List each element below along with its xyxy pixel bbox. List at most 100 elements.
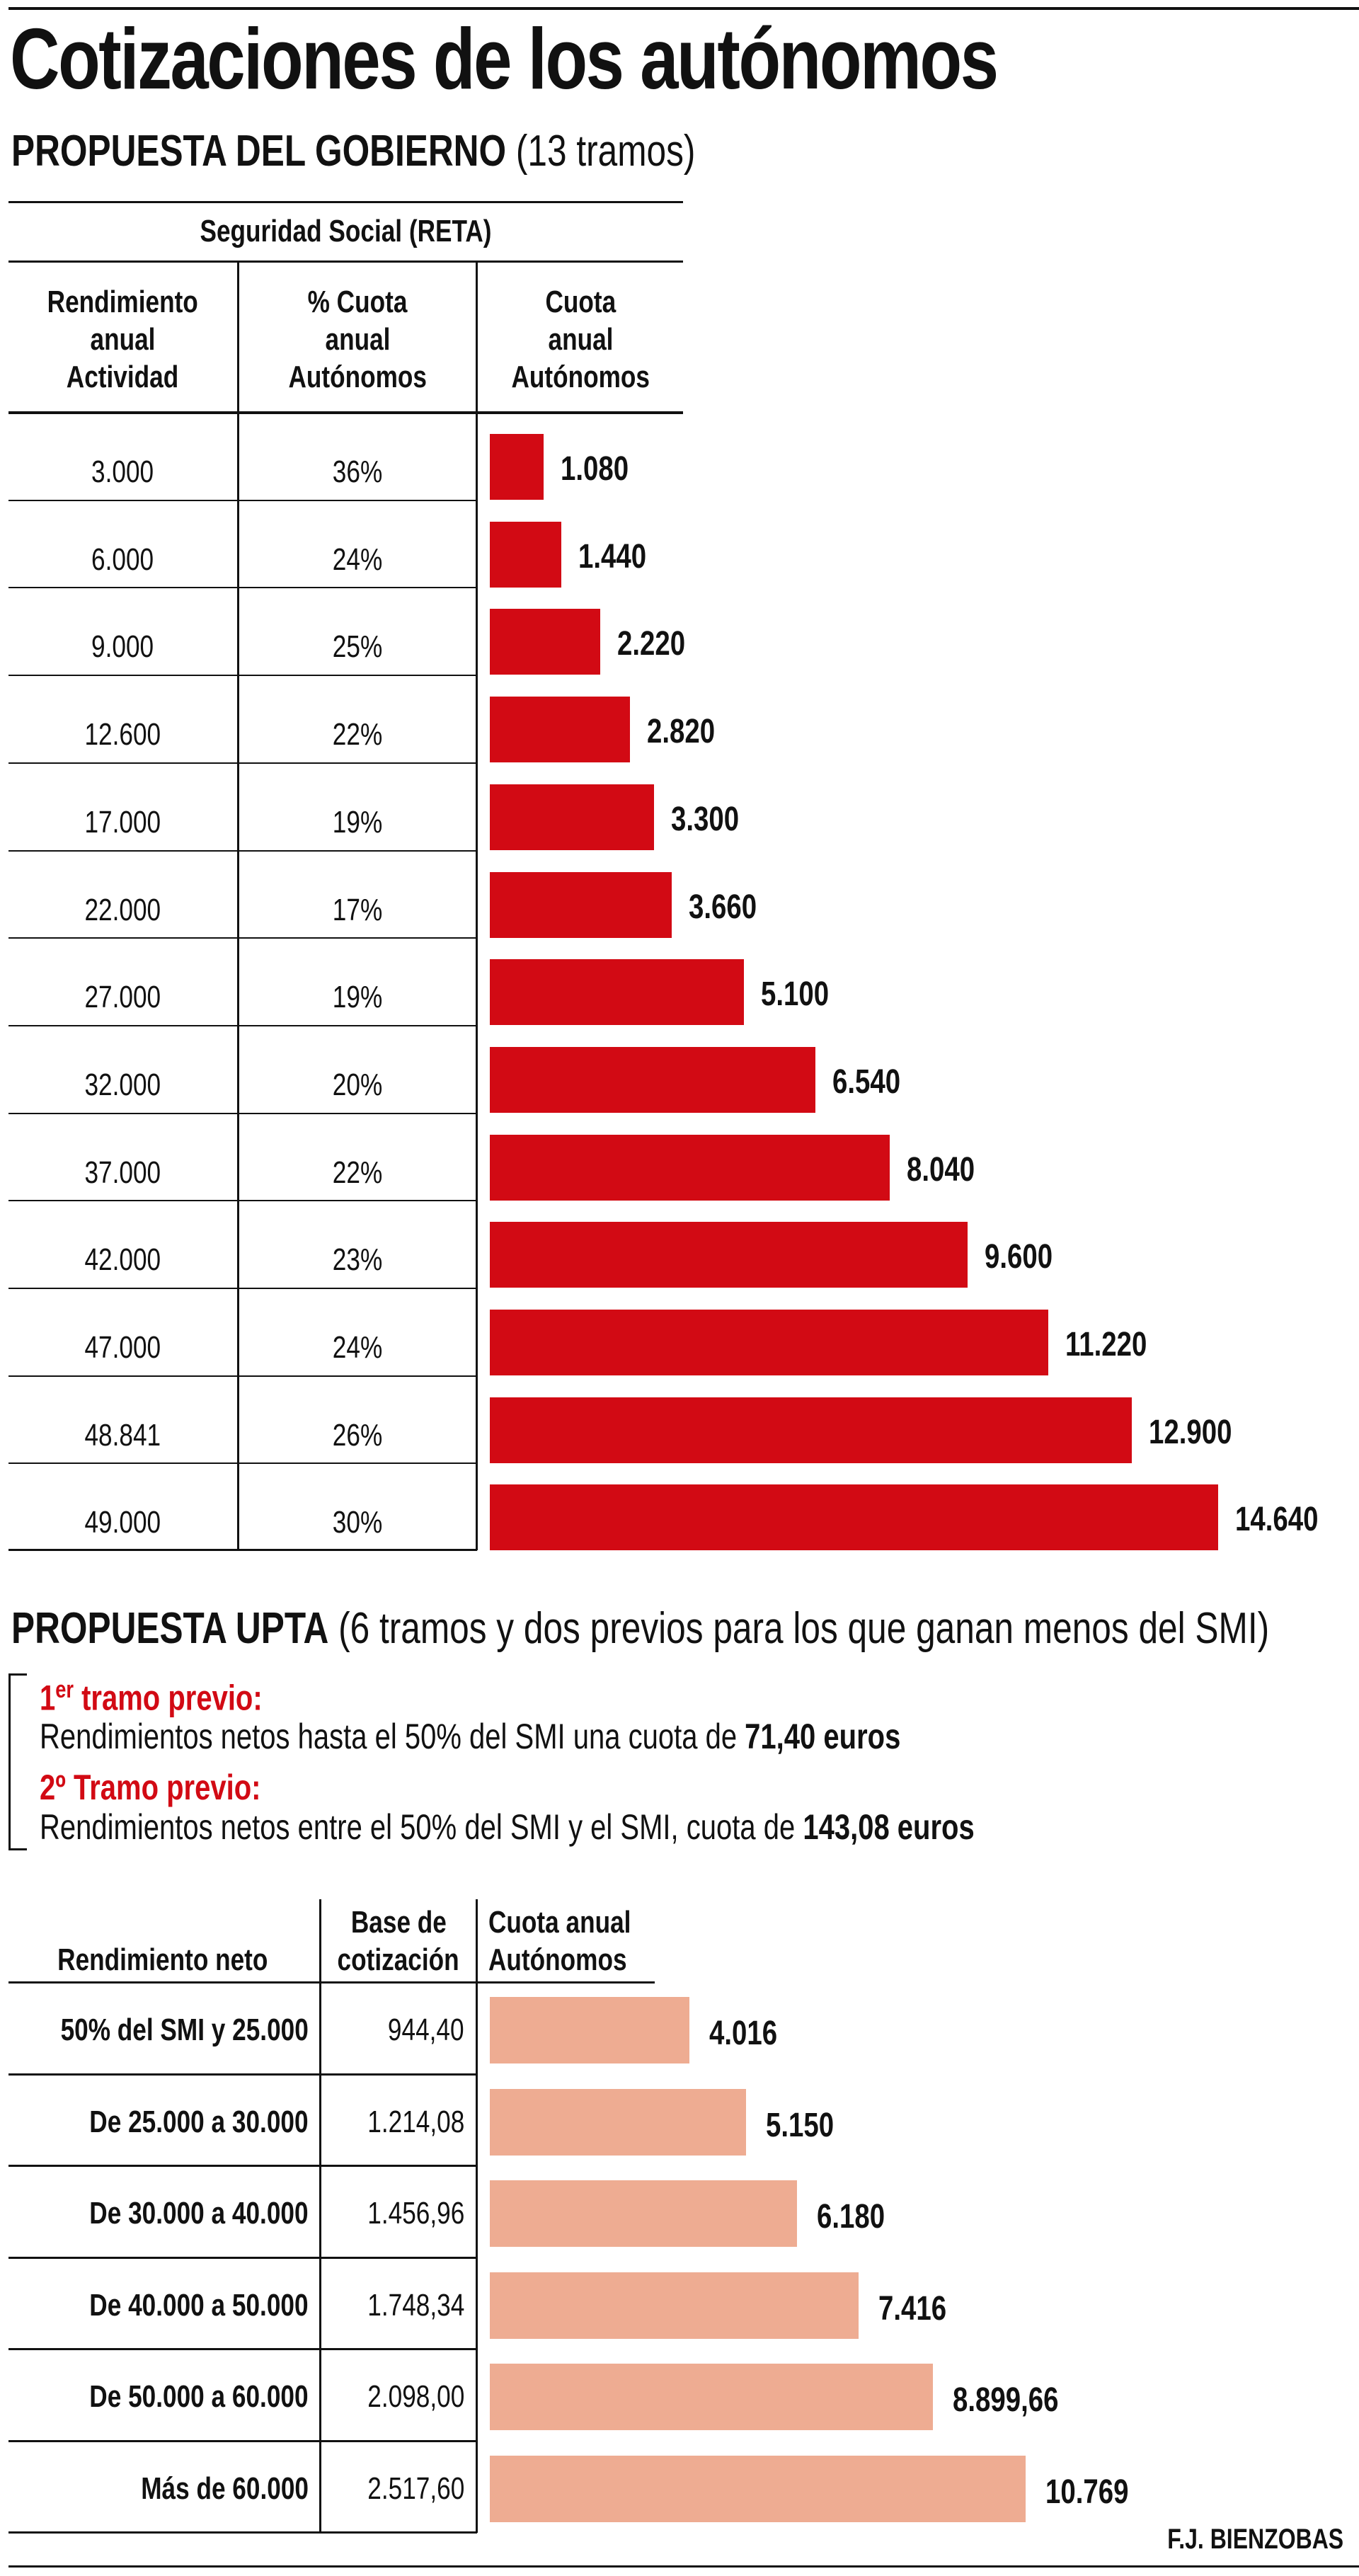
previos-bracket [8, 1673, 27, 1850]
table1-value-label-text: 2.820 [647, 713, 716, 751]
table1-column-header-line: % Cuota [239, 283, 476, 321]
table2-base-cell-text: 2.517,60 [367, 2471, 464, 2506]
table1-value-label: 2.820 [647, 715, 732, 749]
table1-row-divider [8, 587, 477, 589]
table2-column-header-line-text: Cuota anual [488, 1905, 631, 1940]
table1-value-label-text: 3.300 [670, 800, 740, 838]
table2-row-divider [8, 2531, 477, 2534]
table1-col-divider [476, 262, 478, 1550]
table1-column-header-line-text: anual [90, 322, 156, 357]
table2-row-divider [8, 2439, 477, 2442]
table2-column-header: Cuota anual Autónomos [488, 1904, 701, 1979]
table2-column-header-line-text: Autónomos [488, 1942, 627, 1977]
table1-top-rule [8, 201, 683, 203]
table2-column-header-line-text: cotización [337, 1942, 460, 1977]
table1-bar [490, 609, 601, 675]
table2-value-label: 5.150 [766, 2108, 851, 2143]
table1-percent-cell-text: 25% [332, 629, 383, 665]
table1-percent-cell: 22% [239, 719, 476, 750]
table2-base-cell-text: 1.748,34 [367, 2287, 464, 2323]
table1-column-header-line-text: Rendimiento [47, 285, 199, 319]
table1-column-header-line: Autónomos [478, 358, 683, 396]
table2-column-header: Rendimiento neto [8, 1941, 317, 1979]
bottom-rule [8, 2565, 1359, 2568]
table2-bar [490, 2455, 1026, 2522]
previo2-amount: 143,08 euros [803, 1807, 975, 1847]
table2-value-label-text: 10.769 [1045, 2473, 1129, 2511]
table1-col-divider [237, 262, 239, 1550]
table2-column-header-line: cotización [321, 1941, 476, 1979]
table1-percent-cell: 26% [239, 1419, 476, 1451]
table1-percent-cell: 30% [239, 1507, 476, 1538]
table1-percent-cell: 19% [239, 804, 476, 840]
table1-value-label-text: 12.900 [1148, 1413, 1232, 1451]
table1-title-rule [8, 261, 683, 263]
table1-percent-cell: 20% [239, 1069, 476, 1101]
table2-bar [490, 2364, 933, 2430]
table2-rendimiento-cell-text: De 50.000 a 60.000 [89, 2379, 309, 2414]
table1-percent-cell-text: 22% [332, 1155, 383, 1190]
table1-bar [490, 521, 562, 588]
table1-value-label-text: 1.080 [560, 450, 629, 488]
table1-column-header-line-text: anual [548, 322, 613, 357]
table1-column-header-line: anual [239, 321, 476, 358]
table1-row-divider [8, 499, 477, 501]
table1-rendimiento-cell: 47.000 [8, 1332, 237, 1363]
table1-column-header-line-text: Actividad [67, 360, 179, 394]
table1-bar [490, 1134, 890, 1201]
page-title: Cotizaciones de los autónomos [10, 11, 999, 107]
table1-rendimiento-cell: 32.000 [8, 1069, 237, 1101]
previo1-text: Rendimientos netos hasta el 50% del SMI … [40, 1717, 901, 1756]
table2-column-header-line-text: Rendimiento neto [57, 1942, 268, 1977]
table1-rendimiento-cell-text: 27.000 [84, 980, 161, 1015]
previo2-text: Rendimientos netos entre el 50% del SMI … [40, 1807, 975, 1847]
table2-rendimiento-cell-text: De 30.000 a 40.000 [89, 2196, 309, 2231]
table1-rendimiento-cell: 6.000 [8, 544, 237, 576]
table1-percent-cell: 19% [239, 982, 476, 1013]
table2-base-cell: 1.214,08 [343, 2104, 464, 2139]
previo2-label: 2º Tramo previo: [40, 1768, 261, 1807]
table2-base-cell-text: 1.214,08 [367, 2104, 464, 2139]
table1-percent-cell: 24% [239, 1332, 476, 1363]
table1-column-header-line-text: Autónomos [511, 360, 650, 394]
table2-value-label: 10.769 [1045, 2475, 1149, 2509]
previo1-amount: 71,40 euros [745, 1717, 901, 1756]
table1-rendimiento-cell: 37.000 [8, 1157, 237, 1189]
table1-value-label: 1.440 [578, 539, 663, 574]
table2-base-cell-text: 944,40 [388, 2013, 464, 2047]
table1-percent-cell: 36% [239, 457, 476, 488]
table1-rendimiento-cell-text: 48.841 [84, 1417, 161, 1453]
table1-rendimiento-cell-text: 17.000 [84, 804, 161, 840]
table2-column-header-line-text: Base de [350, 1905, 447, 1940]
table1-bar [490, 1484, 1219, 1551]
table1-percent-cell-text: 19% [332, 804, 383, 840]
table1-percent-cell-text: 23% [332, 1242, 383, 1278]
table2-rendimiento-cell: De 50.000 a 60.000 [35, 2381, 309, 2412]
table1-bar [490, 784, 654, 850]
table1-rendimiento-cell-text: 42.000 [84, 1242, 161, 1278]
table2-value-label: 4.016 [709, 2017, 794, 2051]
table1-percent-cell: 22% [239, 1157, 476, 1189]
table1-column-header-line-text: anual [325, 322, 390, 357]
table1-row-divider [8, 1462, 477, 1465]
table1-rendimiento-cell-text: 3.000 [91, 454, 154, 489]
table1-rendimiento-cell: 42.000 [8, 1244, 237, 1276]
table1-value-label-text: 14.640 [1235, 1501, 1319, 1539]
table1-row-divider [8, 849, 477, 852]
table2-rendimiento-cell-text: Más de 60.000 [141, 2471, 309, 2506]
table1-rendimiento-cell-text: 6.000 [91, 542, 154, 577]
table1-value-label-text: 8.040 [907, 1150, 975, 1189]
table2-value-label: 6.180 [817, 2200, 902, 2234]
table1-rendimiento-cell-text: 22.000 [84, 892, 161, 927]
table2-bar [490, 1997, 690, 2063]
gobierno-heading-title: PROPUESTA DEL GOBIERNO [11, 127, 507, 176]
table1-rendimiento-cell-text: 9.000 [91, 629, 154, 665]
table1-column-header: Cuota anual Autónomos [478, 283, 683, 396]
table1-rendimiento-cell-text: 37.000 [84, 1155, 161, 1190]
upta-heading: PROPUESTA UPTA (6 tramos y dos previos p… [11, 1607, 1359, 1651]
table2-col-divider [319, 1899, 321, 2533]
table1-rendimiento-cell: 27.000 [8, 982, 237, 1013]
table2-column-header-line: Cuota anual [488, 1904, 701, 1941]
credit: F.J. BIENZOBAS [1167, 2524, 1343, 2555]
table2-base-cell: 1.456,96 [343, 2198, 464, 2229]
